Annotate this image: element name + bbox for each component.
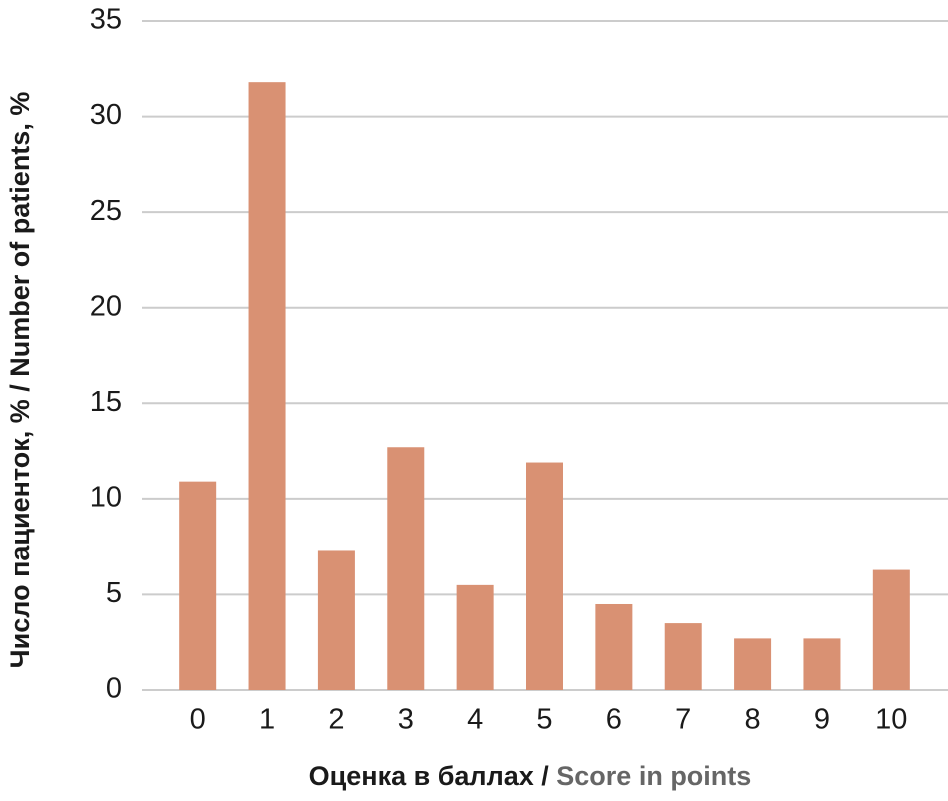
x-tick-label: 1 xyxy=(259,704,275,736)
y-tick-label: 20 xyxy=(90,290,122,322)
bar xyxy=(317,550,355,690)
y-axis-title: Число пациенток, % / Number of patients,… xyxy=(5,92,35,669)
y-tick-label: 25 xyxy=(90,195,122,227)
y-tick-label: 15 xyxy=(90,386,122,418)
bar xyxy=(526,462,563,690)
x-tick-label: 3 xyxy=(398,704,414,736)
y-tick-label: 0 xyxy=(106,673,122,705)
x-tick-label: 7 xyxy=(675,704,691,736)
y-tick-label: 10 xyxy=(90,482,122,514)
y-tick-label: 30 xyxy=(90,99,122,131)
bar xyxy=(387,447,425,690)
x-axis-title: Оценка в баллах / Score in points xyxy=(309,761,752,791)
bar xyxy=(456,584,494,690)
x-tick-label: 0 xyxy=(190,704,206,736)
x-tick-label: 6 xyxy=(606,704,622,736)
bar xyxy=(248,82,286,690)
x-tick-label: 10 xyxy=(875,704,907,736)
x-tick-label: 9 xyxy=(814,704,830,736)
x-axis-title-ru: Оценка в баллах / xyxy=(309,761,550,791)
bar xyxy=(872,569,910,690)
y-tick-label: 5 xyxy=(106,577,122,609)
bar xyxy=(803,638,841,690)
bar xyxy=(664,623,702,690)
bar xyxy=(734,638,772,690)
x-tick-label: 8 xyxy=(745,704,761,736)
x-axis-title-en: Score in points xyxy=(556,761,751,791)
x-tick-label: 5 xyxy=(536,704,552,736)
bar xyxy=(595,603,633,690)
bar xyxy=(179,481,217,690)
x-tick-label: 2 xyxy=(328,704,344,736)
y-tick-label: 35 xyxy=(90,4,122,36)
x-tick-label: 4 xyxy=(467,704,483,736)
